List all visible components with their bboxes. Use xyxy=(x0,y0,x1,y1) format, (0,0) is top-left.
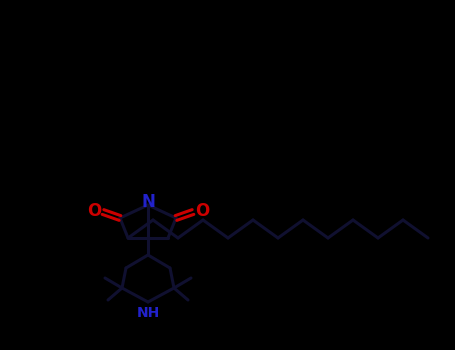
Text: O: O xyxy=(195,202,209,220)
Text: O: O xyxy=(87,202,101,220)
Text: N: N xyxy=(141,193,155,211)
Text: NH: NH xyxy=(136,306,160,320)
